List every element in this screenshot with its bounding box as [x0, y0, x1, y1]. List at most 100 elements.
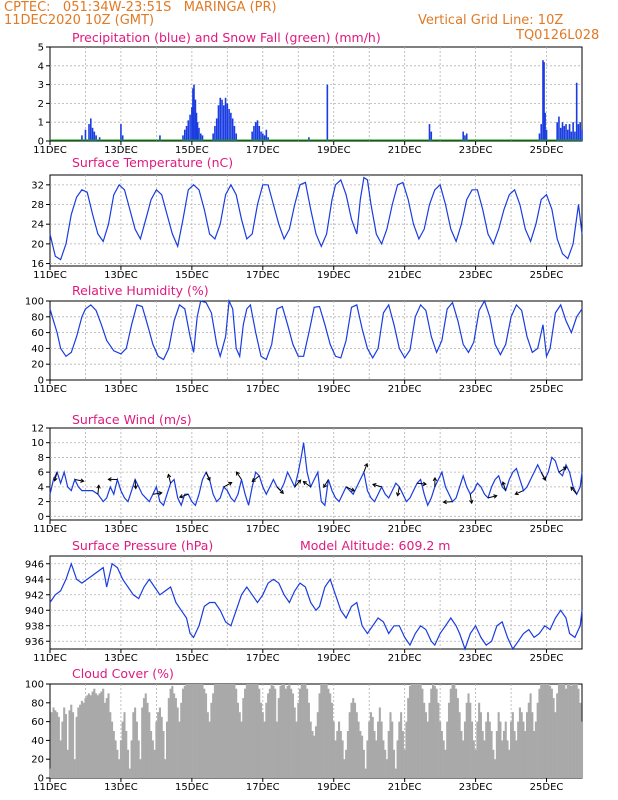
- wind-arrow-shaft: [502, 481, 507, 491]
- wind-arrow-head: [158, 491, 163, 496]
- cloud-bar: [63, 707, 66, 778]
- rh-y-tick-label: 80: [31, 312, 44, 323]
- precip-bar: [579, 122, 582, 141]
- cloud-bars: [48, 684, 584, 778]
- pressure-y-tick-label: 938: [25, 621, 44, 632]
- wind-arrow-shaft: [469, 494, 473, 504]
- cloud-bar: [87, 693, 91, 778]
- temp-x-tick-label: 17DEC: [246, 270, 280, 281]
- cloud-bar: [446, 721, 449, 778]
- cloud-bar: [212, 693, 215, 778]
- cloud-x-tick-label: 19DEC: [317, 782, 351, 793]
- cloud-bar: [306, 688, 309, 778]
- cloud-bar: [378, 707, 381, 778]
- cloud-bar: [54, 710, 57, 778]
- cloud-bar: [210, 702, 213, 778]
- cloud-bar: [520, 712, 523, 778]
- cloud-bar: [449, 688, 452, 778]
- wind-arrow-head: [297, 479, 302, 484]
- cloud-bar: [456, 698, 459, 778]
- cloud-bar: [536, 702, 539, 778]
- cloud-bar: [549, 685, 552, 778]
- cloud-bar: [495, 731, 498, 778]
- cloud-bar: [185, 684, 188, 778]
- cloud-bar: [458, 712, 461, 778]
- precip-bar: [231, 118, 234, 141]
- cloud-bar: [313, 735, 316, 778]
- precip-bar: [561, 122, 564, 141]
- cloud-bar: [293, 707, 296, 778]
- temp-y-tick-label: 24: [31, 220, 44, 231]
- cloud-bar: [401, 731, 404, 778]
- precip-bar: [196, 122, 199, 141]
- cloud-bar: [228, 684, 231, 778]
- cloud-bar: [556, 693, 559, 778]
- precip-bar: [568, 124, 571, 141]
- cloud-bar: [180, 702, 183, 778]
- rh-x-tick-label: 23DEC: [459, 384, 493, 395]
- cloud-bar: [552, 698, 555, 778]
- cloud-bar: [416, 684, 419, 778]
- cloud-bar: [414, 684, 417, 778]
- pressure-x-tick-label: 23DEC: [459, 653, 493, 664]
- run-date-header: 11DEC2020 10Z (GMT): [4, 13, 155, 28]
- cloud-y-tick-label: 80: [31, 698, 44, 709]
- cloud-bar: [527, 702, 530, 778]
- pressure-x-tick-label: 19DEC: [317, 653, 351, 664]
- cloud-bar: [158, 707, 161, 778]
- pressure-x-tick-label: 11DEC: [33, 653, 67, 664]
- precip-bar: [260, 131, 262, 141]
- cloud-bar: [314, 726, 318, 778]
- rh-x-tick-label: 21DEC: [388, 384, 422, 395]
- cloud-bar: [346, 731, 349, 778]
- cloud-bar: [142, 698, 146, 778]
- precip-frame: [49, 46, 583, 142]
- wind-arrow-head: [514, 491, 519, 496]
- precip-y-tick-label: 1: [38, 118, 44, 129]
- cloud-bar: [403, 749, 406, 778]
- cloud-bar: [353, 702, 357, 778]
- wind-arrow-head: [542, 476, 547, 481]
- cloud-bar: [410, 684, 413, 778]
- temp-x-tick-label: 11DEC: [33, 270, 67, 281]
- cloud-bar: [478, 702, 481, 778]
- cloud-bar: [566, 684, 569, 778]
- wind-arrow-head: [96, 484, 101, 489]
- precip-bar: [228, 109, 230, 141]
- cloud-bar: [508, 749, 511, 778]
- wind-arrow-shaft: [97, 485, 100, 495]
- cloud-x-tick-label: 21DEC: [388, 782, 422, 793]
- precip-x-tick-label: 13DEC: [104, 145, 138, 156]
- wind-arrow-shaft: [205, 471, 211, 481]
- wind-x-tick-label: 25DEC: [530, 524, 564, 535]
- cloud-bar: [304, 684, 307, 778]
- cloud-bar: [77, 707, 80, 778]
- cloud-bar: [290, 688, 293, 778]
- cloud-bar: [128, 768, 131, 778]
- cloud-bar: [194, 684, 197, 778]
- pressure-y-tick-label: 942: [25, 590, 44, 601]
- cloud-bar: [213, 684, 216, 778]
- temp-panel: 16 20 24 28 32 11DEC 13DEC 15DEC 17DEC 19DEC 21DE…: [31, 155, 583, 281]
- cloud-bar: [392, 749, 396, 778]
- precip-bar: [308, 137, 310, 141]
- cloud-bar: [286, 685, 289, 778]
- wind-y-tick-label: 12: [31, 424, 44, 435]
- cloud-bar: [116, 749, 119, 778]
- wind-arrow-head: [562, 466, 568, 471]
- cloud-bar: [570, 685, 573, 778]
- cloud-bar: [153, 749, 156, 778]
- cloud-bar: [300, 684, 303, 778]
- cloud-bar: [148, 712, 151, 778]
- cloud-bar: [258, 688, 261, 778]
- precip-bar: [570, 131, 573, 141]
- cloud-bar: [572, 684, 575, 778]
- cloud-bar: [201, 684, 204, 778]
- cloud-bar: [302, 684, 305, 778]
- cloud-bar: [102, 688, 105, 778]
- wind-arrow-shaft: [152, 492, 162, 495]
- wind-arrow-shaft: [397, 486, 400, 496]
- cloud-bar: [350, 702, 353, 778]
- precip-panel: 0 1 2 3 4 5 11DEC 13DEC 15DEC 17DEC 19DEC 21DEC 23D…: [33, 30, 583, 156]
- precip-bar: [577, 124, 580, 141]
